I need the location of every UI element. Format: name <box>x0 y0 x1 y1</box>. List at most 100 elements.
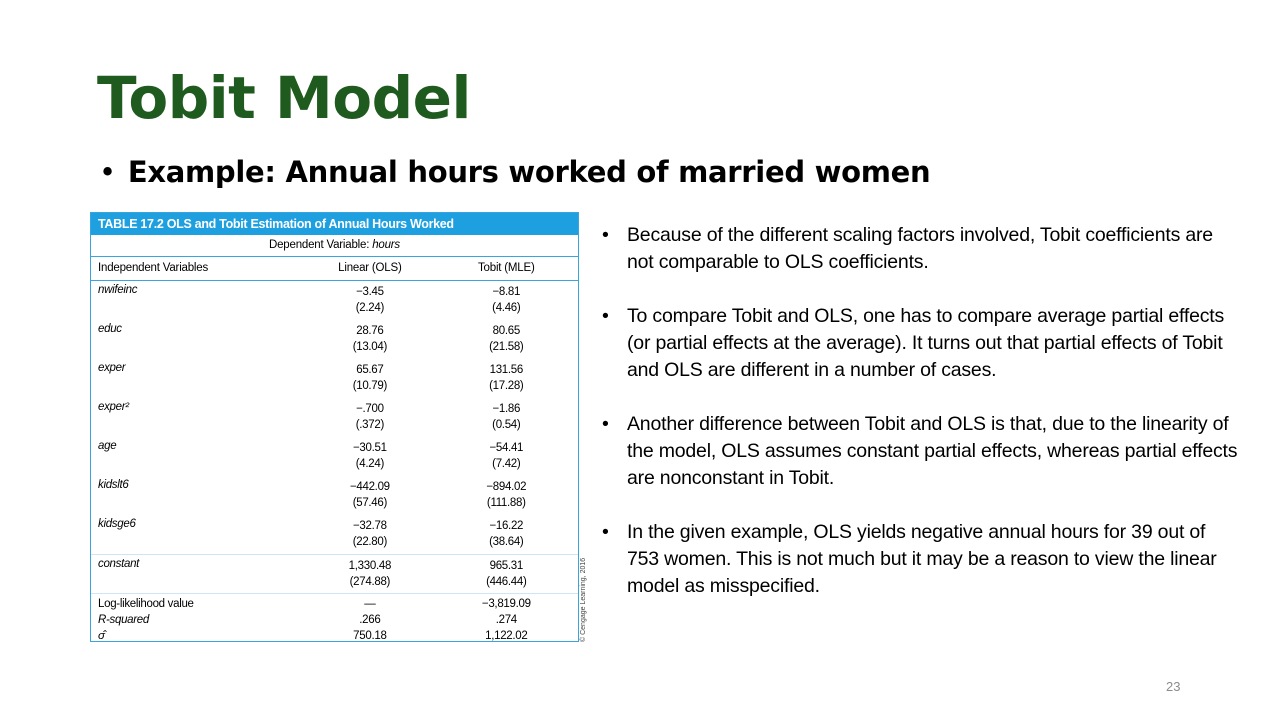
tobit-standard-error: (17.28) <box>489 380 524 392</box>
stat-name: σ̂ <box>98 630 105 642</box>
tobit-cell: −8.81 (4.46) <box>435 284 578 320</box>
tobit-cell: −16.22 (38.64) <box>435 518 578 554</box>
tobit-standard-error: (4.46) <box>492 302 521 314</box>
tobit-cell: −894.02 (111.88) <box>435 479 578 515</box>
column-header-variables: Independent Variables <box>98 262 209 274</box>
slide-title: Tobit Model <box>97 64 471 132</box>
tobit-coefficient: 131.56 <box>489 364 524 376</box>
subtitle-text: Example: Annual hours worked of married … <box>127 155 931 189</box>
table-row: constant 1,330.48 (274.88) 965.31 (446.44) <box>91 554 578 593</box>
dependent-variable-label: Dependent Variable: <box>269 239 373 251</box>
variable-name: constant <box>98 558 140 570</box>
bullet-item: • Another difference between Tobit and OL… <box>602 411 1242 492</box>
variable-name: kidslt6 <box>98 479 129 491</box>
bullet-text: In the given example, OLS yields negativ… <box>627 521 1217 597</box>
bullet-list: • Because of the different scaling factor… <box>602 222 1242 627</box>
ols-standard-error: (22.80) <box>352 536 388 548</box>
column-header-tobit: Tobit (MLE) <box>478 262 535 274</box>
variable-name: kidsge6 <box>98 518 136 530</box>
table-row: kidsge6 −32.78 (22.80) −16.22 (38.64) <box>91 515 578 554</box>
bullet-item: • To compare Tobit and OLS, one has to co… <box>602 303 1242 384</box>
stat-name: Log-likelihood value <box>98 598 194 610</box>
dependent-variable-row: Dependent Variable: hours <box>91 235 578 257</box>
ols-standard-error: (13.04) <box>352 341 388 353</box>
table-row: age −30.51 (4.24) −54.41 (7.42) <box>91 437 578 476</box>
tobit-cell: 131.56 (17.28) <box>435 362 578 398</box>
ols-cell: −442.09 (57.46) <box>305 479 434 515</box>
bullet-dot: • <box>602 521 609 543</box>
tobit-coefficient: −894.02 <box>486 481 527 493</box>
tobit-coefficient: 80.65 <box>492 325 521 337</box>
table-body: nwifeinc −3.45 (2.24) −8.81 (4.46) educ 28.76 (… <box>91 281 578 593</box>
tobit-coefficient: −54.41 <box>489 442 524 454</box>
stat-tobit: 1,122.02 <box>485 630 528 642</box>
ols-cell: 28.76 (13.04) <box>305 323 434 359</box>
tobit-standard-error: (111.88) <box>486 497 526 509</box>
stat-ols: .266 <box>359 614 381 626</box>
tobit-coefficient: −16.22 <box>489 520 524 532</box>
dependent-variable-name: hours <box>372 239 400 251</box>
tobit-standard-error: (38.64) <box>489 536 524 548</box>
ols-standard-error: (.372) <box>355 419 385 431</box>
stat-row: σ̂ 750.18 1,122.02 <box>91 628 578 644</box>
bullet-item: • Because of the different scaling factor… <box>602 222 1242 276</box>
ols-cell: 1,330.48 (274.88) <box>305 558 434 593</box>
ols-coefficient: 65.67 <box>356 364 384 376</box>
slide-subtitle: • Example: Annual hours worked of married… <box>99 155 931 189</box>
bullet-dot: • <box>602 224 609 246</box>
page-number: 23 <box>1166 679 1181 694</box>
bullet-text: To compare Tobit and OLS, one has to com… <box>627 305 1225 381</box>
tobit-coefficient: 965.31 <box>489 560 524 572</box>
stat-tobit: −3,819.09 <box>481 598 531 610</box>
column-header-ols: Linear (OLS) <box>338 262 402 274</box>
ols-coefficient: −3.45 <box>356 286 384 298</box>
variable-name: nwifeinc <box>98 284 138 296</box>
bullet-dot: • <box>602 413 609 435</box>
tobit-cell: 965.31 (446.44) <box>435 558 578 593</box>
table-row: kidslt6 −442.09 (57.46) −894.02 (111.88) <box>91 476 578 515</box>
bullet-text: Because of the different scaling factors… <box>627 224 1213 273</box>
table-row: nwifeinc −3.45 (2.24) −8.81 (4.46) <box>91 281 578 320</box>
ols-standard-error: (2.24) <box>355 302 385 314</box>
ols-standard-error: (57.46) <box>352 497 388 509</box>
stat-ols: — <box>364 598 376 610</box>
ols-coefficient: −32.78 <box>353 520 387 532</box>
copyright-notice: © Cengage Learning, 2016 <box>580 557 587 642</box>
ols-standard-error: (10.79) <box>352 380 388 392</box>
subtitle-bullet: • <box>99 155 116 189</box>
tobit-coefficient: −1.86 <box>492 403 521 415</box>
stat-ols: 750.18 <box>353 630 387 642</box>
table-header-row: Independent Variables Linear (OLS) Tobit… <box>91 257 578 281</box>
ols-coefficient: −442.09 <box>349 481 390 493</box>
ols-standard-error: (274.88) <box>349 576 391 588</box>
bullet-text: Another difference between Tobit and OLS… <box>627 413 1238 489</box>
ols-coefficient: −.700 <box>356 403 384 415</box>
ols-cell: −32.78 (22.80) <box>305 518 434 554</box>
stat-row: R-squared .266 .274 <box>91 612 578 628</box>
ols-cell: −3.45 (2.24) <box>305 284 434 320</box>
table-row: educ 28.76 (13.04) 80.65 (21.58) <box>91 320 578 359</box>
tobit-cell: 80.65 (21.58) <box>435 323 578 359</box>
ols-standard-error: (4.24) <box>355 458 385 470</box>
stat-row: Log-likelihood value — −3,819.09 <box>91 596 578 612</box>
tobit-coefficient: −8.81 <box>492 286 521 298</box>
tobit-cell: −1.86 (0.54) <box>435 401 578 437</box>
table-row: exper² −.700 (.372) −1.86 (0.54) <box>91 398 578 437</box>
tobit-standard-error: (446.44) <box>486 576 527 588</box>
ols-coefficient: −30.51 <box>353 442 387 454</box>
variable-name: age <box>98 440 117 452</box>
tobit-standard-error: (0.54) <box>492 419 521 431</box>
bullet-dot: • <box>602 305 609 327</box>
ols-coefficient: 1,330.48 <box>348 560 392 572</box>
table-row: exper 65.67 (10.79) 131.56 (17.28) <box>91 359 578 398</box>
tobit-standard-error: (21.58) <box>489 341 524 353</box>
variable-name: exper² <box>98 401 129 413</box>
bullet-item: • In the given example, OLS yields negati… <box>602 519 1242 600</box>
ols-cell: 65.67 (10.79) <box>305 362 434 398</box>
ols-cell: −30.51 (4.24) <box>305 440 434 476</box>
tobit-cell: −54.41 (7.42) <box>435 440 578 476</box>
tobit-standard-error: (7.42) <box>492 458 521 470</box>
variable-name: exper <box>98 362 126 374</box>
regression-table: TABLE 17.2 OLS and Tobit Estimation of A… <box>90 212 579 642</box>
stat-tobit: .274 <box>495 614 517 626</box>
